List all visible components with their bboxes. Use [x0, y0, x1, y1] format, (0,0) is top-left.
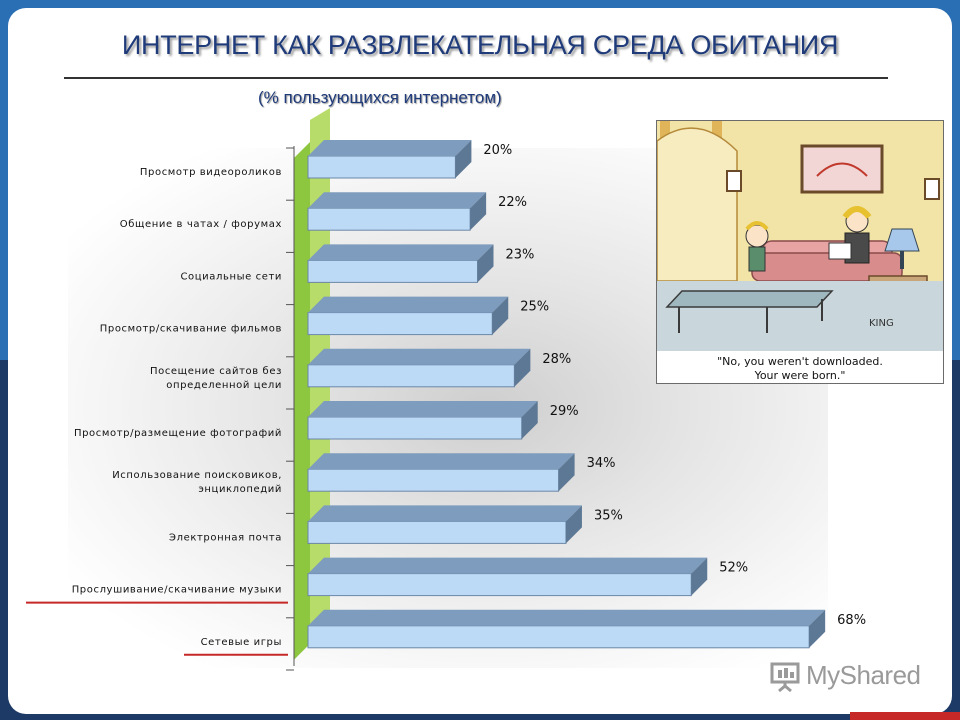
- cartoon-drawing: KING "No, you weren't downloaded. Your w…: [656, 121, 943, 383]
- category-label: энциклопедий: [198, 484, 282, 495]
- bar: [307, 625, 810, 649]
- bar-top: [308, 140, 472, 156]
- bar: [307, 155, 456, 179]
- bar-side: [477, 244, 494, 283]
- bar-chart: 20% Просмотр видеороликов 22% Общение в чат…: [26, 108, 866, 671]
- bar-side: [691, 557, 708, 596]
- corner-accent: [850, 712, 960, 720]
- cartoon-caption-line-2: Your were born.": [754, 369, 846, 382]
- bar-top: [308, 453, 575, 470]
- bar-side: [521, 401, 538, 439]
- bar-top: [308, 505, 582, 522]
- category-label: Просмотр видеороликов: [140, 167, 282, 178]
- bar: [307, 207, 471, 231]
- category-label: Использование поисковиков,: [112, 470, 282, 481]
- value-label: 22%: [498, 195, 527, 210]
- watermark-text: MyShared: [806, 660, 921, 690]
- cartoon-signature: KING: [869, 318, 894, 329]
- bar-top: [308, 348, 531, 365]
- bar: [307, 468, 560, 492]
- chart-wall: [294, 142, 310, 660]
- category-label: определенной цели: [166, 380, 282, 391]
- category-label: Сетевые игры: [201, 637, 282, 648]
- bar-side: [809, 609, 826, 648]
- category-label: Прослушивание/скачивание музыки: [72, 585, 282, 596]
- bar-side: [514, 348, 531, 387]
- value-label: 28%: [542, 352, 571, 367]
- category-label: Социальные сети: [180, 271, 282, 282]
- bar-top: [308, 244, 494, 261]
- bar-side: [558, 453, 575, 492]
- category-label: Электронная почта: [169, 532, 282, 543]
- bar: [307, 573, 692, 597]
- category-label: Общение в чатах / форумах: [120, 219, 282, 230]
- bar: [307, 416, 523, 440]
- bar-top: [308, 557, 708, 574]
- value-label: 25%: [520, 300, 549, 315]
- slide-title: ИНТЕРНЕТ КАК РАЗВЛЕКАТЕЛЬНАЯ СРЕДА ОБИТА…: [121, 30, 839, 60]
- category-label: Посещение сайтов без: [150, 366, 282, 377]
- value-label: 34%: [587, 456, 616, 471]
- bar-side: [470, 192, 487, 231]
- value-label: 68%: [837, 613, 866, 628]
- value-label: 29%: [550, 404, 579, 419]
- bar-side: [492, 296, 509, 335]
- watermark: MyShared: [768, 658, 938, 698]
- bar: [307, 259, 479, 283]
- title-divider: [64, 77, 888, 79]
- bar-side: [455, 140, 472, 178]
- category-label: Просмотр/скачивание фильмов: [100, 324, 282, 335]
- bar-top: [308, 192, 487, 209]
- value-label: 20%: [483, 143, 512, 158]
- bar-side: [565, 505, 582, 544]
- bar: [307, 520, 567, 544]
- bar: [307, 312, 493, 336]
- cartoon-illustration: KING "No, you weren't downloaded. Your w…: [656, 120, 944, 384]
- value-label: 35%: [594, 508, 623, 523]
- bar-top: [308, 401, 538, 417]
- category-label: Просмотр/размещение фотографий: [74, 428, 282, 439]
- slide: ИНТЕРНЕТ КАК РАЗВЛЕКАТЕЛЬНАЯ СРЕДА ОБИТА…: [8, 8, 952, 714]
- presentation-icon: [770, 662, 800, 693]
- bar: [307, 364, 515, 388]
- bar-top: [308, 609, 826, 626]
- value-label: 52%: [719, 561, 748, 576]
- value-label: 23%: [506, 247, 535, 262]
- bar-top: [308, 296, 509, 313]
- chart-subtitle: (% пользующихся интернетом): [258, 88, 502, 107]
- cartoon-caption-line-1: "No, you weren't downloaded.: [717, 355, 883, 368]
